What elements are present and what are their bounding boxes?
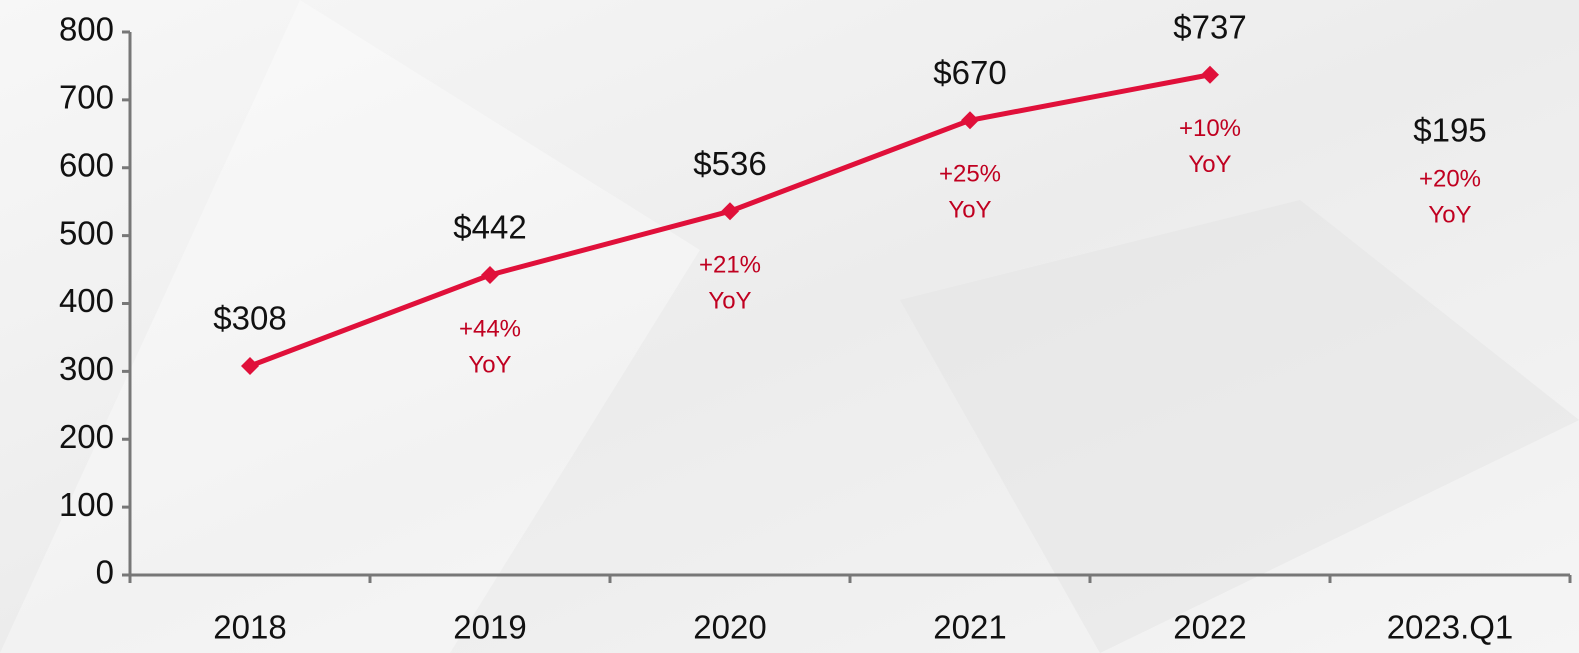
x-tick-label: 2018 [213,609,286,646]
y-tick-label: 100 [59,486,114,523]
value-label: $442 [453,209,526,246]
x-tick-label: 2020 [693,609,766,646]
y-tick-label: 400 [59,282,114,319]
growth-label: +21% [699,252,761,279]
y-tick-label: 800 [59,11,114,48]
y-tick-label: 0 [96,554,114,591]
growth-suffix: YoY [1428,201,1471,228]
growth-suffix: YoY [708,288,751,315]
value-label: $308 [213,300,286,337]
y-tick-label: 300 [59,350,114,387]
x-tick-label: 2022 [1173,609,1246,646]
growth-label: +44% [459,315,521,342]
x-tick-label: 2021 [933,609,1006,646]
growth-suffix: YoY [1188,151,1231,178]
growth-label: +20% [1419,165,1481,192]
value-label: $737 [1173,8,1246,45]
y-tick-label: 600 [59,146,114,183]
latest-label: $195 [1413,112,1486,149]
value-label: $536 [693,145,766,182]
y-tick-label: 200 [59,418,114,455]
x-tick-label: 2019 [453,609,526,646]
y-tick-label: 500 [59,214,114,251]
chart: 0 100 200 300 400 500 600 700 800 2018 2019 2020 202… [0,0,1579,653]
growth-label: +10% [1179,115,1241,142]
y-tick-label: 700 [59,79,114,116]
page: 0 100 200 300 400 500 600 700 800 2018 2019 2020 202… [0,0,1579,653]
growth-suffix: YoY [948,197,991,224]
growth-suffix: YoY [468,351,511,378]
growth-label: +25% [939,161,1001,188]
x-tick-label: 2023.Q1 [1387,609,1514,646]
value-label: $670 [933,54,1006,91]
